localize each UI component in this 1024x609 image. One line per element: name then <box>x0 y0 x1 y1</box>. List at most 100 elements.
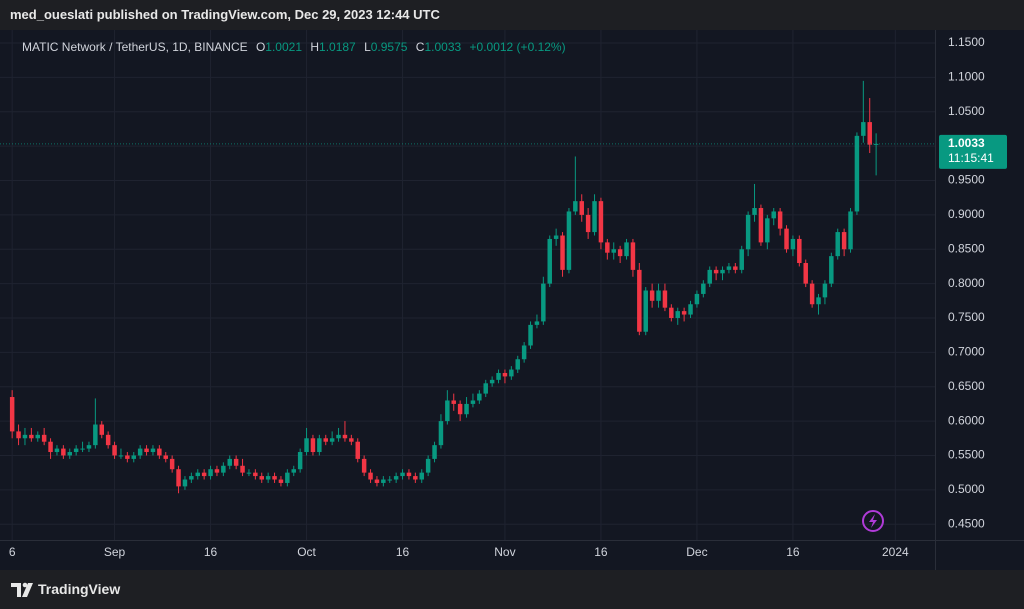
candle-body <box>509 369 514 377</box>
candle-body <box>701 283 706 294</box>
candle-body <box>637 269 642 332</box>
candle-body <box>867 122 872 145</box>
candle-body <box>829 256 834 284</box>
x-tick-label: 2024 <box>882 545 909 559</box>
candle-body <box>61 448 66 456</box>
candle-body <box>176 469 181 487</box>
candle-body <box>681 311 687 315</box>
y-tick-label: 0.5000 <box>948 482 985 496</box>
candle-body <box>585 214 591 233</box>
candle-body <box>157 448 162 456</box>
candle-body <box>803 263 808 284</box>
legend: MATIC Network / TetherUS, 1D, BINANCE O1… <box>22 40 566 54</box>
candle-body <box>541 283 546 322</box>
candle-body <box>733 266 738 270</box>
candle-body <box>438 421 444 446</box>
candle-body <box>323 438 328 442</box>
candle-body <box>413 476 418 480</box>
candle-body <box>387 479 392 481</box>
logo <box>11 582 33 597</box>
candle-body <box>214 469 220 473</box>
x-tick-label: 16 <box>204 545 218 559</box>
y-tick-label: 1.1500 <box>948 35 985 49</box>
candle-body <box>419 472 424 480</box>
candle-body <box>445 400 450 422</box>
alert-icon[interactable] <box>862 510 884 532</box>
candle-body <box>29 434 34 439</box>
candle-body <box>297 452 303 470</box>
candle-body <box>16 431 21 439</box>
candle-body <box>515 359 520 370</box>
candle-body <box>605 242 610 253</box>
candle-body <box>240 465 245 473</box>
candle-body <box>406 472 412 477</box>
candle-body <box>861 122 866 136</box>
candle-body <box>48 441 53 453</box>
candle-body <box>560 235 565 270</box>
x-tick-label: 16 <box>396 545 410 559</box>
y-tick-label: 0.8000 <box>948 276 985 290</box>
candle-body <box>195 472 200 477</box>
candle-body <box>361 458 367 473</box>
footer: TradingView <box>0 570 1024 609</box>
x-tick-label: Dec <box>686 545 707 559</box>
candle-body <box>489 379 495 384</box>
candle-body <box>150 448 156 453</box>
brand: TradingView <box>38 581 121 597</box>
candle-body <box>809 283 815 305</box>
candle-body <box>784 228 789 250</box>
y-tick-label: 0.9000 <box>948 207 985 221</box>
ohlc-value: 1.0187 <box>319 40 356 54</box>
candle-body <box>739 249 744 270</box>
candle-body <box>35 434 40 439</box>
candle-body <box>451 400 456 404</box>
ohlc-value: 1.0021 <box>265 40 302 54</box>
candle-body <box>253 472 258 477</box>
publish-info: med_oueslati published on TradingView.co… <box>10 7 440 22</box>
candle-body <box>233 458 239 466</box>
candle-body <box>534 321 540 325</box>
y-tick-label: 0.9500 <box>948 173 985 187</box>
candle-body <box>208 469 213 477</box>
candle-body <box>67 452 72 456</box>
candle-body <box>342 434 348 439</box>
candle-body <box>131 455 136 459</box>
x-tick-label: 16 <box>594 545 608 559</box>
candle-body <box>656 290 661 301</box>
candle-body <box>662 290 668 308</box>
candle-body <box>285 472 290 483</box>
candle-body <box>400 472 405 477</box>
candle-body <box>272 476 277 480</box>
y-tick-label: 0.6000 <box>948 413 985 427</box>
y-tick-label: 0.6500 <box>948 379 985 393</box>
y-tick-label: 0.7500 <box>948 310 985 324</box>
candle-body <box>201 472 207 477</box>
candle-body <box>246 472 252 474</box>
candle-body <box>528 324 533 346</box>
x-tick-label: Oct <box>297 545 316 559</box>
ohlc-key: C <box>415 40 425 54</box>
countdown: 11:15:41 <box>948 151 994 165</box>
symbol: MATIC Network / TetherUS, 1D, BINANCE <box>22 40 248 54</box>
x-tick-label: Sep <box>104 545 126 559</box>
candle-body <box>675 311 680 318</box>
candle-body <box>598 201 604 243</box>
candle-body <box>41 434 47 442</box>
candle-body <box>105 434 111 446</box>
last-price-label: 1.0033 <box>948 136 985 150</box>
candle-body <box>221 465 226 473</box>
candle-body <box>182 479 188 487</box>
candle-body <box>592 201 597 233</box>
x-tick-label: Nov <box>494 545 515 559</box>
candle-body <box>259 476 264 480</box>
candle-body <box>349 438 354 442</box>
candle-body <box>573 201 578 212</box>
ohlc-key: O <box>255 40 266 54</box>
candle-body <box>771 211 776 219</box>
candle-body <box>265 476 271 480</box>
last-price-box <box>939 134 1007 169</box>
candle-body <box>726 266 732 270</box>
y-tick-label: 1.0500 <box>948 104 985 118</box>
x-tick-label: 6 <box>9 545 16 559</box>
candle-body <box>579 201 584 215</box>
